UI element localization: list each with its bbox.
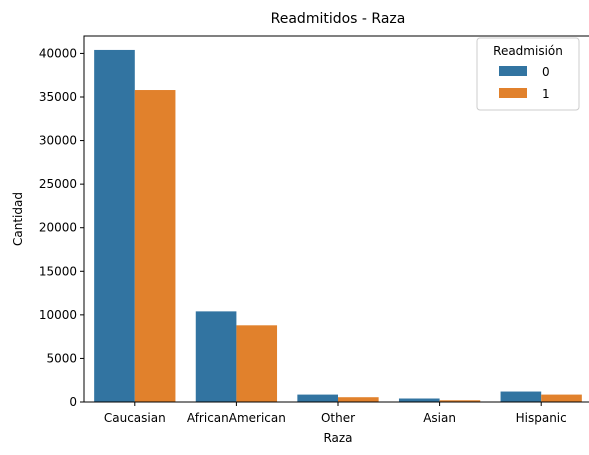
y-axis-title: Cantidad xyxy=(11,192,25,246)
bars-group xyxy=(94,49,582,402)
x-tick-label-caucasian: Caucasian xyxy=(104,411,166,425)
legend-title: Readmisión xyxy=(493,44,563,58)
bar-other-series-0 xyxy=(297,394,338,402)
y-tick-label: 30000 xyxy=(39,134,77,148)
bar-other-series-1 xyxy=(338,397,379,402)
legend-swatch-0 xyxy=(499,66,527,76)
chart-title: Readmitidos - Raza xyxy=(271,11,406,27)
legend-swatch-1 xyxy=(499,88,527,98)
x-tick-label-hispanic: Hispanic xyxy=(516,411,567,425)
legend-label-1: 1 xyxy=(542,87,550,101)
x-axis-title: Raza xyxy=(323,431,352,445)
legend-label-0: 0 xyxy=(542,65,550,79)
y-tick-label: 15000 xyxy=(39,264,77,278)
bar-hispanic-series-1 xyxy=(541,394,582,402)
bar-hispanic-series-0 xyxy=(500,391,542,402)
y-tick-label: 20000 xyxy=(39,221,77,235)
x-tick-label-asian: Asian xyxy=(423,411,456,425)
plot-frame xyxy=(83,35,589,403)
bar-asian-series-0 xyxy=(398,398,440,402)
bar-asian-series-1 xyxy=(439,400,481,402)
y-tick-label: 0 xyxy=(69,395,77,409)
y-axis: 0 5000 10000 15000 20000 25000 30000 35000 40000 xyxy=(39,46,84,409)
bar-caucasian-series-0 xyxy=(94,49,135,402)
legend: Readmisión 01 xyxy=(476,37,580,111)
y-tick-label: 5000 xyxy=(46,351,77,365)
legend-entries: 01 xyxy=(499,65,550,101)
x-tick-label-africanamerican: AfricanAmerican xyxy=(187,411,286,425)
x-axis: Caucasian AfricanAmerican Other Asian Hispan… xyxy=(104,402,567,425)
x-tick-label-other: Other xyxy=(321,411,355,425)
bar-africanamerican-series-0 xyxy=(195,311,237,402)
bar-africanamerican-series-1 xyxy=(236,325,278,402)
y-tick-label: 10000 xyxy=(39,308,77,322)
y-tick-label: 40000 xyxy=(39,46,77,60)
y-tick-label: 35000 xyxy=(39,90,77,104)
y-tick-label: 25000 xyxy=(39,177,77,191)
bar-caucasian-series-1 xyxy=(134,90,176,402)
